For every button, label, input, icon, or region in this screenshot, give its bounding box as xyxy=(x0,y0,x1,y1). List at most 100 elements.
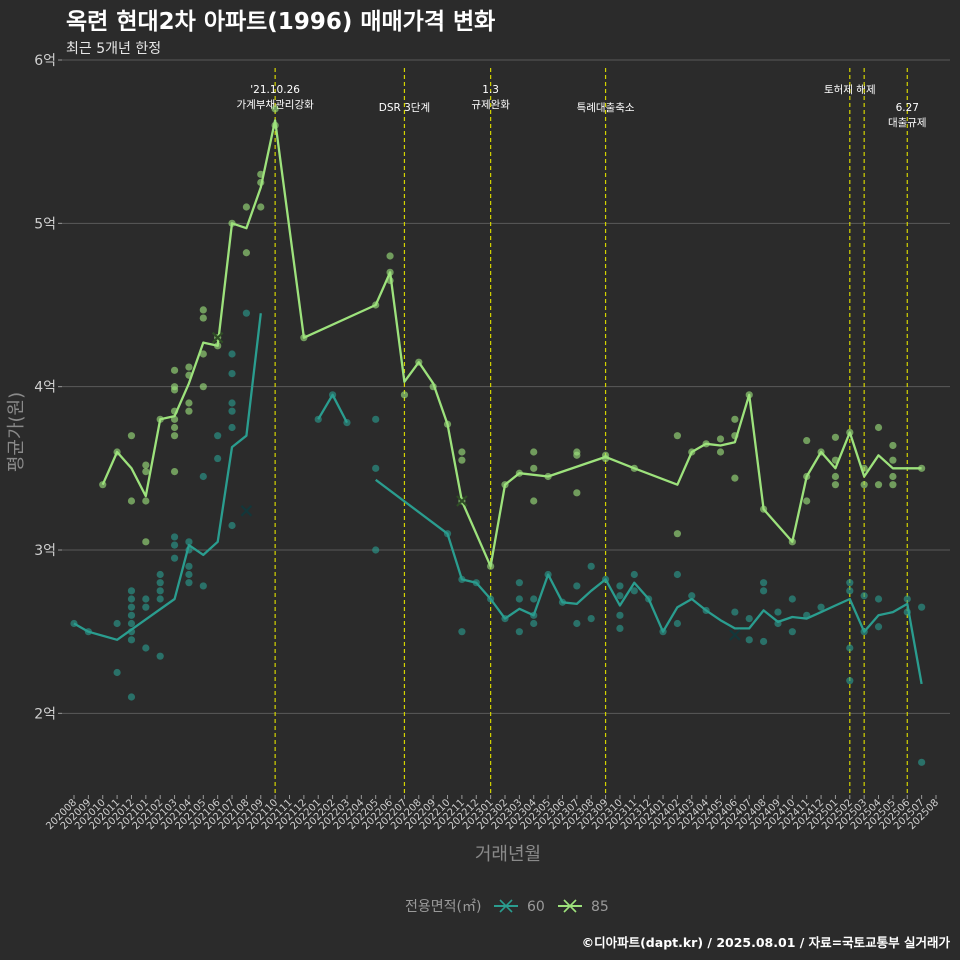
data-point-85 xyxy=(874,481,883,489)
data-point-60 xyxy=(774,608,782,616)
data-point-85 xyxy=(831,433,840,441)
data-point-60 xyxy=(156,595,164,603)
data-point-60 xyxy=(142,595,150,603)
data-point-60 xyxy=(788,628,796,636)
data-point-85 xyxy=(170,468,179,476)
data-point-60 xyxy=(673,619,682,628)
data-point-85 xyxy=(185,399,193,407)
data-point-85 xyxy=(831,472,840,481)
data-point-85 xyxy=(257,203,265,211)
data-point-60 xyxy=(228,423,236,432)
legend-key-cross-60 xyxy=(499,899,513,913)
data-point-85 xyxy=(386,252,394,260)
data-point-60 xyxy=(630,587,638,595)
data-point-85 xyxy=(271,105,279,113)
data-point-60 xyxy=(156,652,164,660)
data-point-85 xyxy=(860,481,868,489)
y-tick-label: 3억 xyxy=(34,543,56,559)
data-point-60 xyxy=(817,603,825,611)
data-point-60 xyxy=(616,592,624,600)
data-point-60 xyxy=(127,619,136,628)
data-point-85 xyxy=(185,363,193,371)
data-point-60 xyxy=(731,608,739,616)
data-point-60 xyxy=(199,472,207,481)
data-point-60 xyxy=(745,636,753,644)
data-points xyxy=(70,105,926,766)
data-point-60 xyxy=(515,628,523,636)
data-point-85 xyxy=(199,350,207,358)
cross-marker-85 xyxy=(211,331,224,344)
data-point-60 xyxy=(616,624,624,633)
event-label: 대출규제 xyxy=(888,117,927,129)
data-point-60 xyxy=(874,595,883,603)
legend-title: 전용면적(㎡) xyxy=(405,899,481,915)
event-label: 가계부채관리강화 xyxy=(236,99,314,111)
data-point-85 xyxy=(803,497,811,505)
y-axis: 2억 3억 4억 5억 6억 xyxy=(34,53,62,722)
data-point-85 xyxy=(731,474,739,482)
data-point-60 xyxy=(156,570,164,579)
event-label: 6.27 xyxy=(896,102,919,114)
cross-marker-60 xyxy=(729,629,741,641)
data-point-85 xyxy=(400,391,409,399)
data-point-60 xyxy=(616,582,624,590)
series-line-60 xyxy=(73,313,262,641)
data-point-60 xyxy=(903,595,911,603)
data-point-85 xyxy=(731,415,739,423)
data-point-85 xyxy=(530,497,538,505)
data-point-60 xyxy=(170,541,179,549)
event-label: DSR 3단계 xyxy=(379,102,430,114)
data-point-60 xyxy=(573,582,581,590)
chart-subtitle: 최근 5개년 한정 xyxy=(66,41,161,57)
data-point-85 xyxy=(142,468,150,476)
data-point-60 xyxy=(918,603,926,611)
data-point-60 xyxy=(228,350,236,358)
event-label: '21.10.26 xyxy=(250,84,300,96)
data-point-85 xyxy=(185,407,193,415)
data-point-60 xyxy=(127,595,136,603)
data-point-85 xyxy=(530,464,538,472)
data-point-60 xyxy=(127,603,136,611)
data-point-60 xyxy=(760,587,768,595)
data-point-60 xyxy=(228,521,236,530)
data-point-60 xyxy=(458,628,466,636)
data-point-85 xyxy=(142,497,150,505)
data-point-60 xyxy=(874,623,883,631)
data-point-60 xyxy=(918,758,926,766)
data-point-60 xyxy=(214,432,222,440)
data-point-85 xyxy=(918,464,926,472)
chart-title: 옥련 현대2차 아파트(1996) 매매가격 변화 xyxy=(66,9,495,35)
data-point-60 xyxy=(846,579,854,587)
event-label: 특례대출축소 xyxy=(577,102,635,114)
cross-marker-85 xyxy=(456,495,468,507)
data-point-85 xyxy=(242,203,250,211)
data-point-60 xyxy=(372,546,380,554)
data-point-60 xyxy=(185,538,193,546)
data-point-60 xyxy=(156,579,164,587)
data-point-60 xyxy=(127,611,136,619)
legend-label-60: 60 xyxy=(527,899,545,915)
data-point-85 xyxy=(889,472,897,481)
data-point-60 xyxy=(127,693,136,701)
data-point-60 xyxy=(170,554,179,562)
data-point-85 xyxy=(170,432,179,440)
data-point-60 xyxy=(199,582,207,590)
series-line-60 xyxy=(317,393,349,424)
series-lines xyxy=(73,119,923,685)
legend: 전용면적(㎡) 60 85 xyxy=(405,899,609,915)
data-point-60 xyxy=(142,644,150,652)
data-point-85 xyxy=(199,383,207,391)
data-point-60 xyxy=(156,587,164,595)
data-point-60 xyxy=(846,587,854,595)
legend-label-85: 85 xyxy=(591,899,609,915)
data-point-60 xyxy=(170,533,179,541)
data-point-60 xyxy=(185,579,193,587)
data-point-85 xyxy=(831,481,840,489)
data-point-85 xyxy=(127,432,136,440)
data-point-85 xyxy=(170,386,179,394)
data-point-60 xyxy=(788,595,796,603)
data-point-60 xyxy=(587,562,595,570)
event-label: 규제완화 xyxy=(471,98,510,111)
event-label: 토허제 해제 xyxy=(824,83,876,96)
